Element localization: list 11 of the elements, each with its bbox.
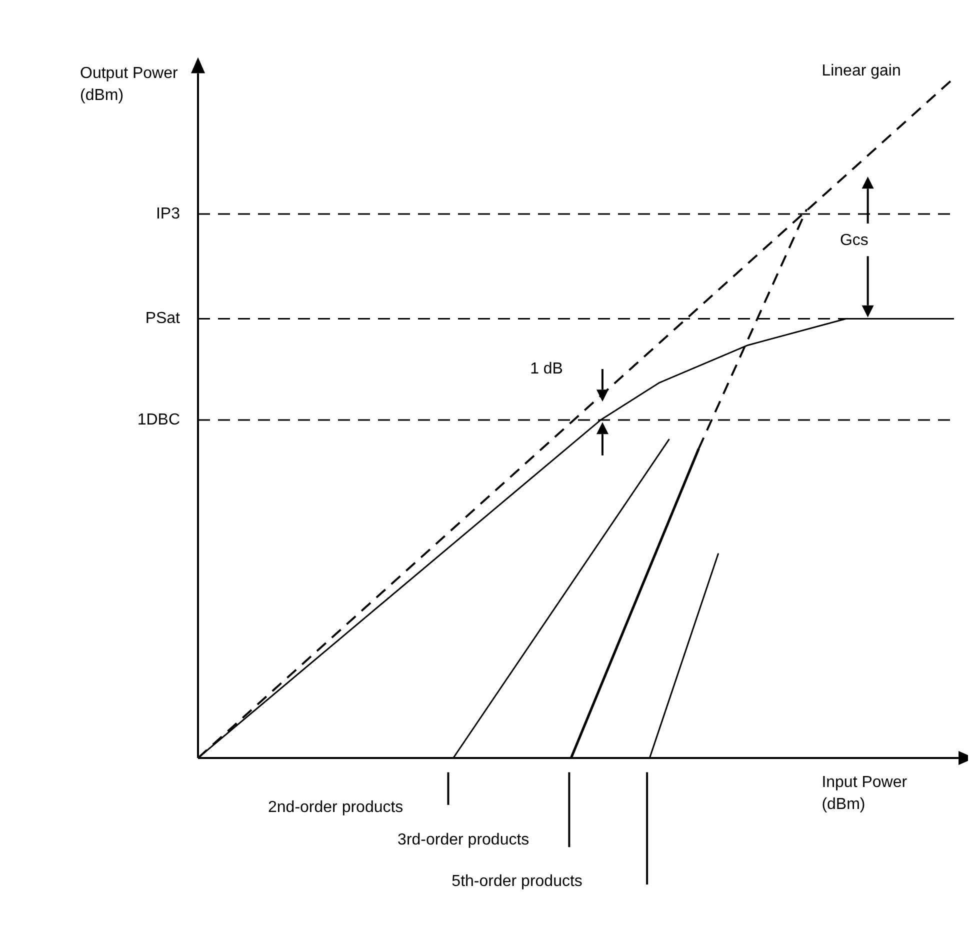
x-axis-title: Input Power (dBm) [822,773,908,815]
text: Linear gain [822,62,901,80]
text: 2nd-order products [268,799,404,816]
text: 3rd-order products [398,832,530,849]
ref-line-label: PSat [145,310,181,328]
annotation: Gcs [840,232,868,249]
ref-line-label: IP3 [156,205,180,222]
text: 5th-order products [452,873,582,890]
y-axis-title: Output Power (dBm) [80,64,179,106]
annotation: 1 dB [530,360,563,378]
ref-line-label: 1DBC [137,411,180,428]
